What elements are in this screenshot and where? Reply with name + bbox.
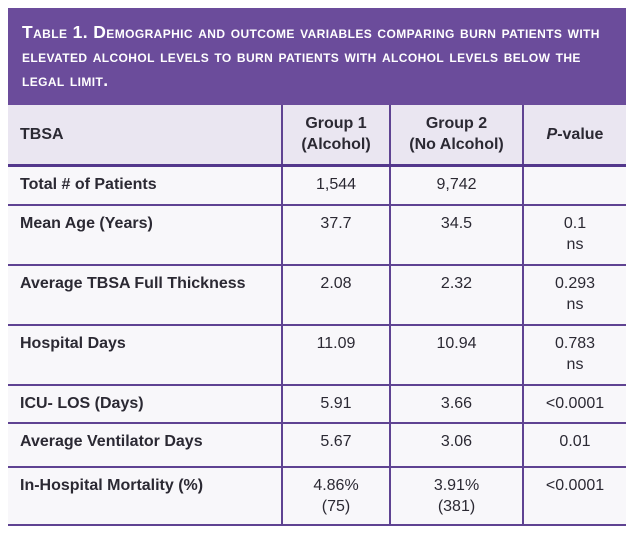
pvalue-cell	[522, 165, 626, 206]
group2-value: 9,742	[389, 165, 523, 206]
value-text: 2.08	[320, 275, 352, 292]
col-header-pvalue-italic: P	[546, 125, 558, 143]
table-title: Table 1. Demographic and outcome variabl…	[8, 8, 626, 105]
group2-value: 3.06	[389, 423, 523, 468]
header-row: TBSA Group 1 (Alcohol) Group 2 (No Alcoh…	[8, 105, 626, 167]
col-header-group2: Group 2 (No Alcohol)	[389, 105, 523, 167]
value-text: 4.86%	[313, 477, 359, 494]
group1-value: 37.7	[281, 205, 390, 266]
value-text: <0.0001	[545, 477, 605, 494]
table-1-card: Table 1. Demographic and outcome variabl…	[8, 8, 626, 526]
col-header-pvalue: P-value	[522, 105, 626, 167]
table-row-mean-age: Mean Age (Years) 37.7 34.5 0.1 ns	[8, 205, 626, 266]
row-label: In-Hospital Mortality (%)	[8, 467, 282, 526]
value-text: 5.67	[320, 433, 352, 450]
pvalue-note: ns	[566, 236, 584, 253]
row-label: Total # of Patients	[8, 165, 282, 206]
value-text: 3.91%	[433, 477, 480, 494]
table-row-icu-los: ICU- LOS (Days) 5.91 3.66 <0.0001	[8, 385, 626, 424]
col-header-group1-line2: (Alcohol)	[301, 136, 371, 154]
value-text: 2.32	[440, 275, 473, 292]
pvalue-cell: 0.01	[522, 423, 626, 468]
value-text: 34.5	[440, 215, 473, 232]
group1-value: 2.08	[281, 265, 390, 326]
value-text: 9,742	[436, 175, 477, 193]
table-row-mortality: In-Hospital Mortality (%) 4.86% (75) 3.9…	[8, 467, 626, 526]
value-text: 3.66	[440, 395, 473, 412]
row-label: Hospital Days	[8, 325, 282, 386]
col-header-tbsa: TBSA	[8, 105, 282, 167]
row-label: Average TBSA Full Thickness	[8, 265, 282, 326]
pvalue-note: ns	[566, 296, 584, 313]
table-row-tbsa-full-thickness: Average TBSA Full Thickness 2.08 2.32 0.…	[8, 265, 626, 326]
col-header-group2-line2: (No Alcohol)	[409, 136, 504, 154]
group1-value: 1,544	[281, 165, 390, 206]
group2-value: 10.94	[389, 325, 523, 386]
col-header-group1: Group 1 (Alcohol)	[281, 105, 390, 167]
value-subtext: (75)	[321, 498, 351, 515]
value-text: 0.293	[554, 275, 596, 292]
table-row-total-patients: Total # of Patients 1,544 9,742	[8, 165, 626, 206]
pvalue-cell: 0.783 ns	[522, 325, 626, 386]
row-label: ICU- LOS (Days)	[8, 385, 282, 424]
pvalue-cell: <0.0001	[522, 385, 626, 424]
table-row-hospital-days: Hospital Days 11.09 10.94 0.783 ns	[8, 325, 626, 386]
group1-value: 5.91	[281, 385, 390, 424]
group2-value: 2.32	[389, 265, 523, 326]
col-header-group1-line1: Group 1	[305, 115, 367, 133]
row-label: Average Ventilator Days	[8, 423, 282, 468]
table-row-ventilator-days: Average Ventilator Days 5.67 3.06 0.01	[8, 423, 626, 468]
group1-value: 11.09	[281, 325, 390, 386]
value-subtext: (381)	[437, 498, 476, 515]
col-header-pvalue-rest: -value	[557, 125, 604, 143]
pvalue-cell: 0.1 ns	[522, 205, 626, 266]
group2-value: 3.66	[389, 385, 523, 424]
pvalue-note: ns	[566, 356, 584, 373]
group1-value: 4.86% (75)	[281, 467, 390, 526]
value-text: 10.94	[436, 335, 477, 352]
value-text: 1,544	[315, 175, 357, 193]
data-table: TBSA Group 1 (Alcohol) Group 2 (No Alcoh…	[8, 105, 626, 526]
group2-value: 3.91% (381)	[389, 467, 523, 526]
group1-value: 5.67	[281, 423, 390, 468]
value-text: 0.1	[563, 215, 587, 232]
value-text: 0.01	[559, 433, 591, 450]
pvalue-cell: <0.0001	[522, 467, 626, 526]
value-text: <0.0001	[545, 395, 605, 412]
group2-value: 34.5	[389, 205, 523, 266]
value-text: 37.7	[320, 215, 352, 232]
row-label: Mean Age (Years)	[8, 205, 282, 266]
value-text: 0.783	[554, 335, 596, 352]
col-header-group2-line1: Group 2	[425, 115, 488, 133]
value-text: 5.91	[320, 395, 352, 412]
value-text: 11.09	[316, 335, 356, 352]
pvalue-cell: 0.293 ns	[522, 265, 626, 326]
value-text: 3.06	[440, 433, 473, 450]
